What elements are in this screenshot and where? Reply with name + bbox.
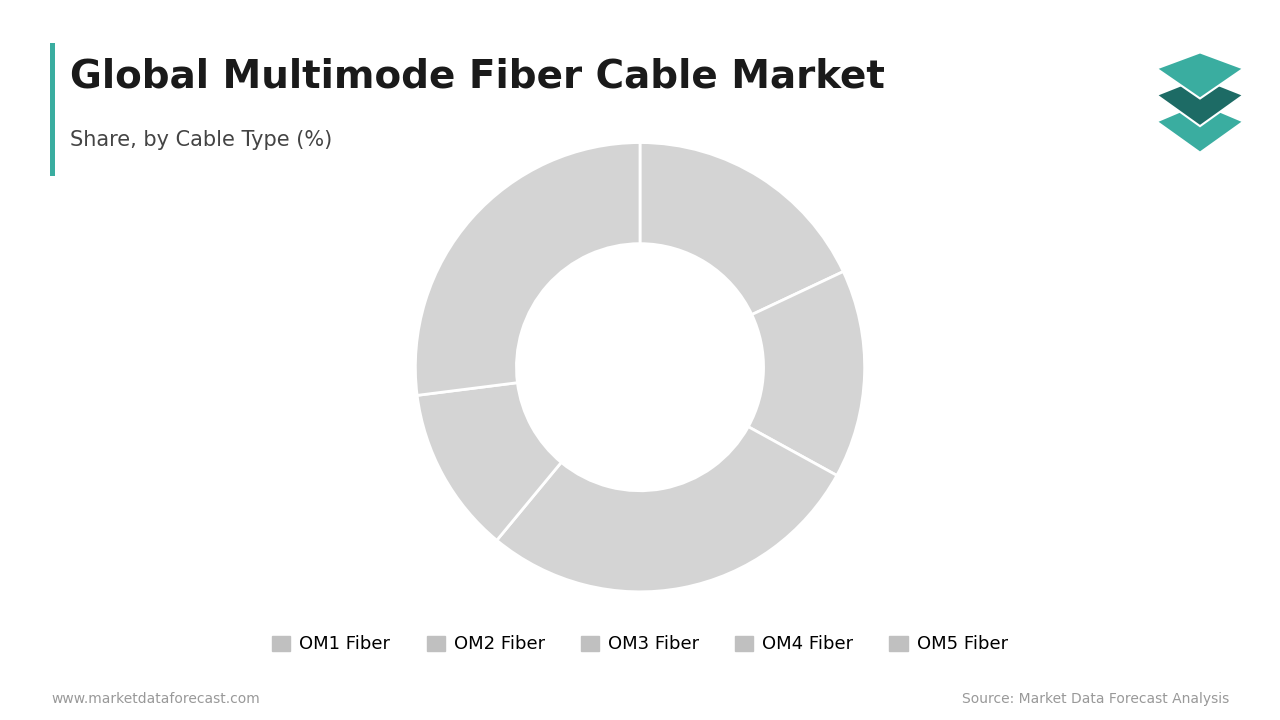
Text: www.marketdataforecast.com: www.marketdataforecast.com xyxy=(51,692,260,706)
Polygon shape xyxy=(1157,53,1244,99)
Text: Share, by Cable Type (%): Share, by Cable Type (%) xyxy=(70,130,333,150)
Wedge shape xyxy=(417,383,561,540)
Polygon shape xyxy=(1157,78,1244,126)
Wedge shape xyxy=(497,427,837,592)
Text: Source: Market Data Forecast Analysis: Source: Market Data Forecast Analysis xyxy=(961,692,1229,706)
Legend: OM1 Fiber, OM2 Fiber, OM3 Fiber, OM4 Fiber, OM5 Fiber: OM1 Fiber, OM2 Fiber, OM3 Fiber, OM4 Fib… xyxy=(265,628,1015,660)
Wedge shape xyxy=(640,143,844,315)
Polygon shape xyxy=(1157,103,1244,153)
Text: Global Multimode Fiber Cable Market: Global Multimode Fiber Cable Market xyxy=(70,58,886,96)
Wedge shape xyxy=(416,143,640,395)
Wedge shape xyxy=(749,271,864,475)
Bar xyxy=(50,43,55,176)
